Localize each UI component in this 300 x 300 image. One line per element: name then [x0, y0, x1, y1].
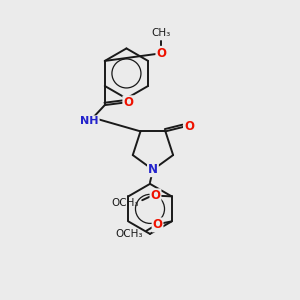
Text: N: N [148, 163, 158, 176]
Text: O: O [123, 96, 133, 109]
Text: OCH₃: OCH₃ [112, 198, 139, 208]
Text: O: O [156, 47, 167, 60]
Text: OCH₃: OCH₃ [115, 230, 143, 239]
Text: NH: NH [80, 116, 99, 126]
Text: O: O [151, 189, 160, 202]
Text: O: O [184, 120, 194, 133]
Text: O: O [152, 218, 163, 231]
Text: CH₃: CH₃ [152, 28, 171, 38]
